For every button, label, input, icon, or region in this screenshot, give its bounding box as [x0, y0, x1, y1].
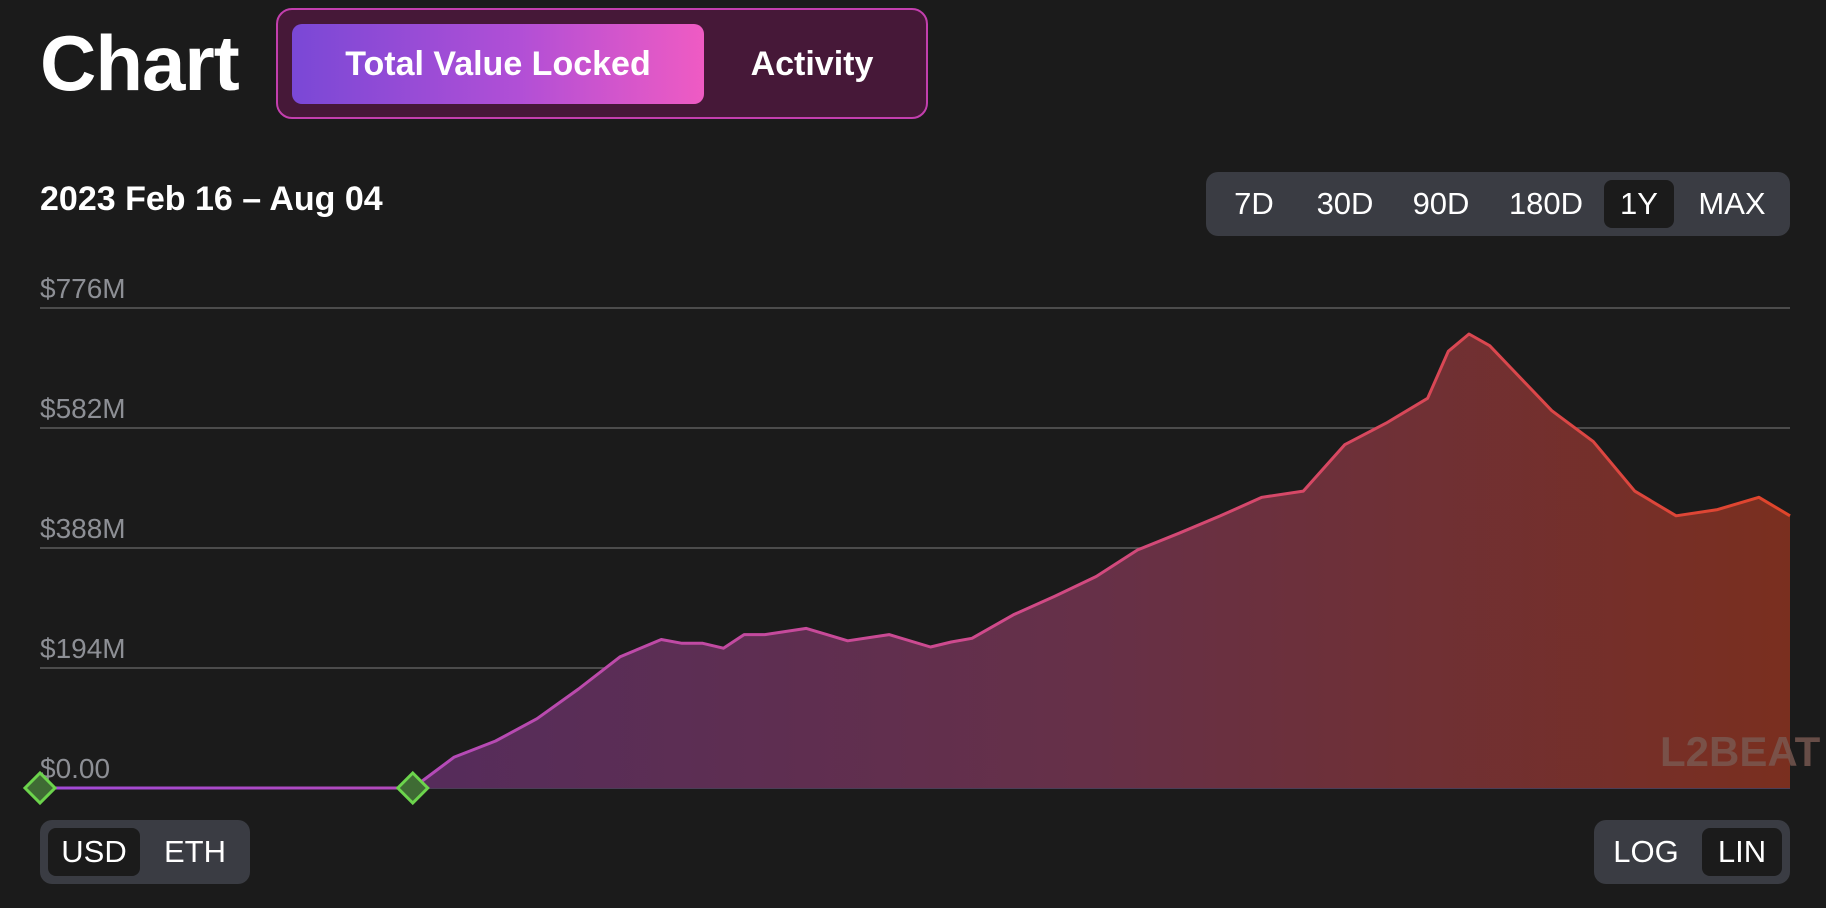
scale-toggle: LOG LIN: [1594, 820, 1790, 884]
chart-mode-switch: Total Value Locked Activity: [276, 8, 928, 119]
time-range-selector: 7D 30D 90D 180D 1Y MAX: [1206, 172, 1790, 236]
y-tick-label: $194M: [40, 633, 126, 664]
currency-toggle: USD ETH: [40, 820, 250, 884]
page-title: Chart: [40, 19, 240, 107]
y-tick-label: $0.00: [40, 753, 110, 784]
range-90d-button[interactable]: 90D: [1412, 186, 1470, 221]
y-tick-label: $776M: [40, 273, 126, 304]
usd-button[interactable]: USD: [48, 828, 140, 876]
tab-activity[interactable]: Activity: [750, 45, 874, 83]
range-30d-button[interactable]: 30D: [1316, 186, 1374, 221]
tvl-area-fill: [40, 334, 1790, 788]
range-180d-button[interactable]: 180D: [1508, 186, 1584, 221]
l2beat-watermark: L2BEAT: [1660, 728, 1821, 775]
milestone-marker-icon[interactable]: [22, 770, 58, 806]
tvl-series-line: [40, 332, 1791, 790]
eth-button[interactable]: ETH: [164, 834, 226, 869]
range-7d-button[interactable]: 7D: [1234, 186, 1274, 221]
tab-total-value-locked[interactable]: Total Value Locked: [292, 24, 704, 104]
range-max-button[interactable]: MAX: [1698, 186, 1766, 221]
log-scale-button[interactable]: LOG: [1613, 834, 1679, 869]
y-tick-label: $388M: [40, 513, 126, 544]
lin-scale-button[interactable]: LIN: [1702, 828, 1782, 876]
date-range-label: 2023 Feb 16 – Aug 04: [40, 180, 383, 218]
range-1y-button[interactable]: 1Y: [1604, 180, 1674, 228]
y-tick-label: $582M: [40, 393, 126, 424]
milestone-marker-icon[interactable]: [395, 770, 430, 806]
